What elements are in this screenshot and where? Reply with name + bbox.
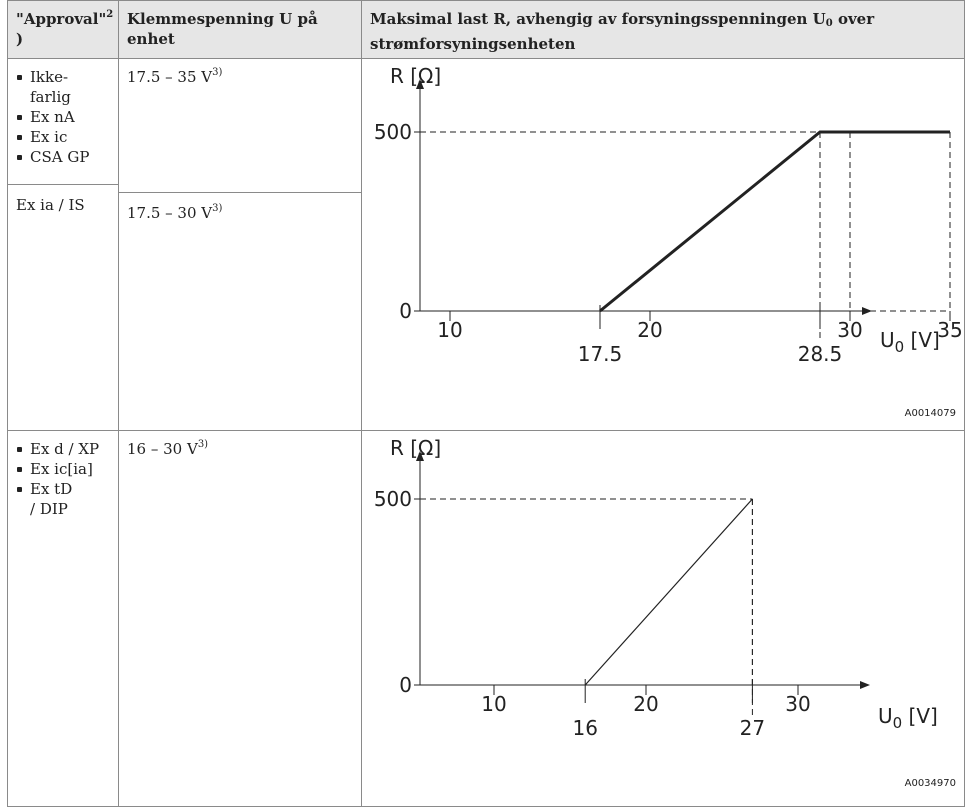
- x-marker-label: 27: [740, 716, 765, 740]
- table-row: Ikke-farlig Ex nA Ex ic CSA GP Ex ia / I…: [7, 58, 965, 431]
- approval-subcell: Ex ia / IS: [8, 184, 118, 215]
- approval-cell: Ex d / XP Ex ic[ia] Ex tD / DIP: [7, 430, 119, 807]
- y-axis-arrow: [416, 79, 424, 89]
- y-axis-label: R [Ω]: [390, 64, 441, 88]
- voltage-subcell: 17.5 – 30 V3): [119, 192, 361, 223]
- x-tick-label: 35: [937, 318, 962, 342]
- x-tick-label: 10: [481, 692, 506, 716]
- y-tick-label: 500: [374, 487, 412, 511]
- load-line: [599, 130, 950, 313]
- list-item: Ikke-farlig: [16, 67, 84, 107]
- figure-ref-code: A0014079: [905, 408, 956, 419]
- x-axis-arrow: [862, 307, 872, 315]
- voltage-cell: 16 – 30 V3): [118, 430, 362, 807]
- table-header-row: "Approval"2) Klemmespenning U på enhet M…: [7, 0, 965, 59]
- y-tick-label: 500: [374, 120, 412, 144]
- y-axis-label: R [Ω]: [390, 436, 441, 460]
- list-item: Ex ic: [16, 127, 112, 147]
- x-marker-label: 28.5: [798, 342, 843, 366]
- x-marker-label: 16: [572, 716, 597, 740]
- x-tick-label: 30: [785, 692, 810, 716]
- x-marker-label: 17.5: [578, 342, 623, 366]
- figure-ref-code: A0034970: [905, 778, 956, 789]
- list-item: Ex tD / DIP: [16, 479, 80, 519]
- y-tick-label: 0: [399, 299, 412, 323]
- voltage-cell: 17.5 – 35 V3) 17.5 – 30 V3): [118, 58, 362, 431]
- header-load: Maksimal last R, avhengig av forsyningss…: [361, 0, 965, 59]
- approval-list: Ikke-farlig Ex nA Ex ic CSA GP: [16, 67, 112, 167]
- header-approval: "Approval"2): [7, 0, 119, 59]
- list-item: CSA GP: [16, 147, 112, 167]
- load-chart-1: 0 500 10 20 30 35 17.5 28.5 R [Ω] U0 [V] A0014079: [374, 64, 963, 419]
- y-tick-label: 0: [399, 673, 412, 697]
- table-row: Ex d / XP Ex ic[ia] Ex tD / DIP 16 – 30 …: [7, 430, 965, 807]
- list-item: Ex ic[ia]: [16, 459, 112, 479]
- list-item: Ex nA: [16, 107, 112, 127]
- x-tick-label: 20: [633, 692, 658, 716]
- x-tick-label: 10: [437, 318, 462, 342]
- load-line: [584, 498, 753, 686]
- load-chart-2: 0 500 10 20 30 16 27 R [Ω] U0 [V] A0034970: [374, 436, 956, 789]
- x-axis-label: U0 [V]: [878, 704, 938, 732]
- approval-load-table: "Approval"2) Klemmespenning U på enhet M…: [7, 0, 965, 807]
- header-voltage: Klemmespenning U på enhet: [118, 0, 362, 59]
- chart-cell-2: 0 500 10 20 30 16 27 R [Ω] U0 [V] A0034970: [361, 430, 965, 807]
- x-tick-label: 30: [837, 318, 862, 342]
- y-axis-arrow: [416, 451, 424, 461]
- approval-cell: Ikke-farlig Ex nA Ex ic CSA GP Ex ia / I…: [7, 58, 119, 431]
- chart-cell-1: 0 500 10 20 30 35 17.5 28.5 R [Ω] U0 [V] A0014079: [361, 58, 965, 431]
- x-axis-label: U0 [V]: [880, 328, 940, 356]
- x-tick-label: 20: [637, 318, 662, 342]
- list-item: Ex d / XP: [16, 439, 112, 459]
- x-axis-arrow: [860, 681, 870, 689]
- approval-list: Ex d / XP Ex ic[ia] Ex tD / DIP: [16, 439, 112, 519]
